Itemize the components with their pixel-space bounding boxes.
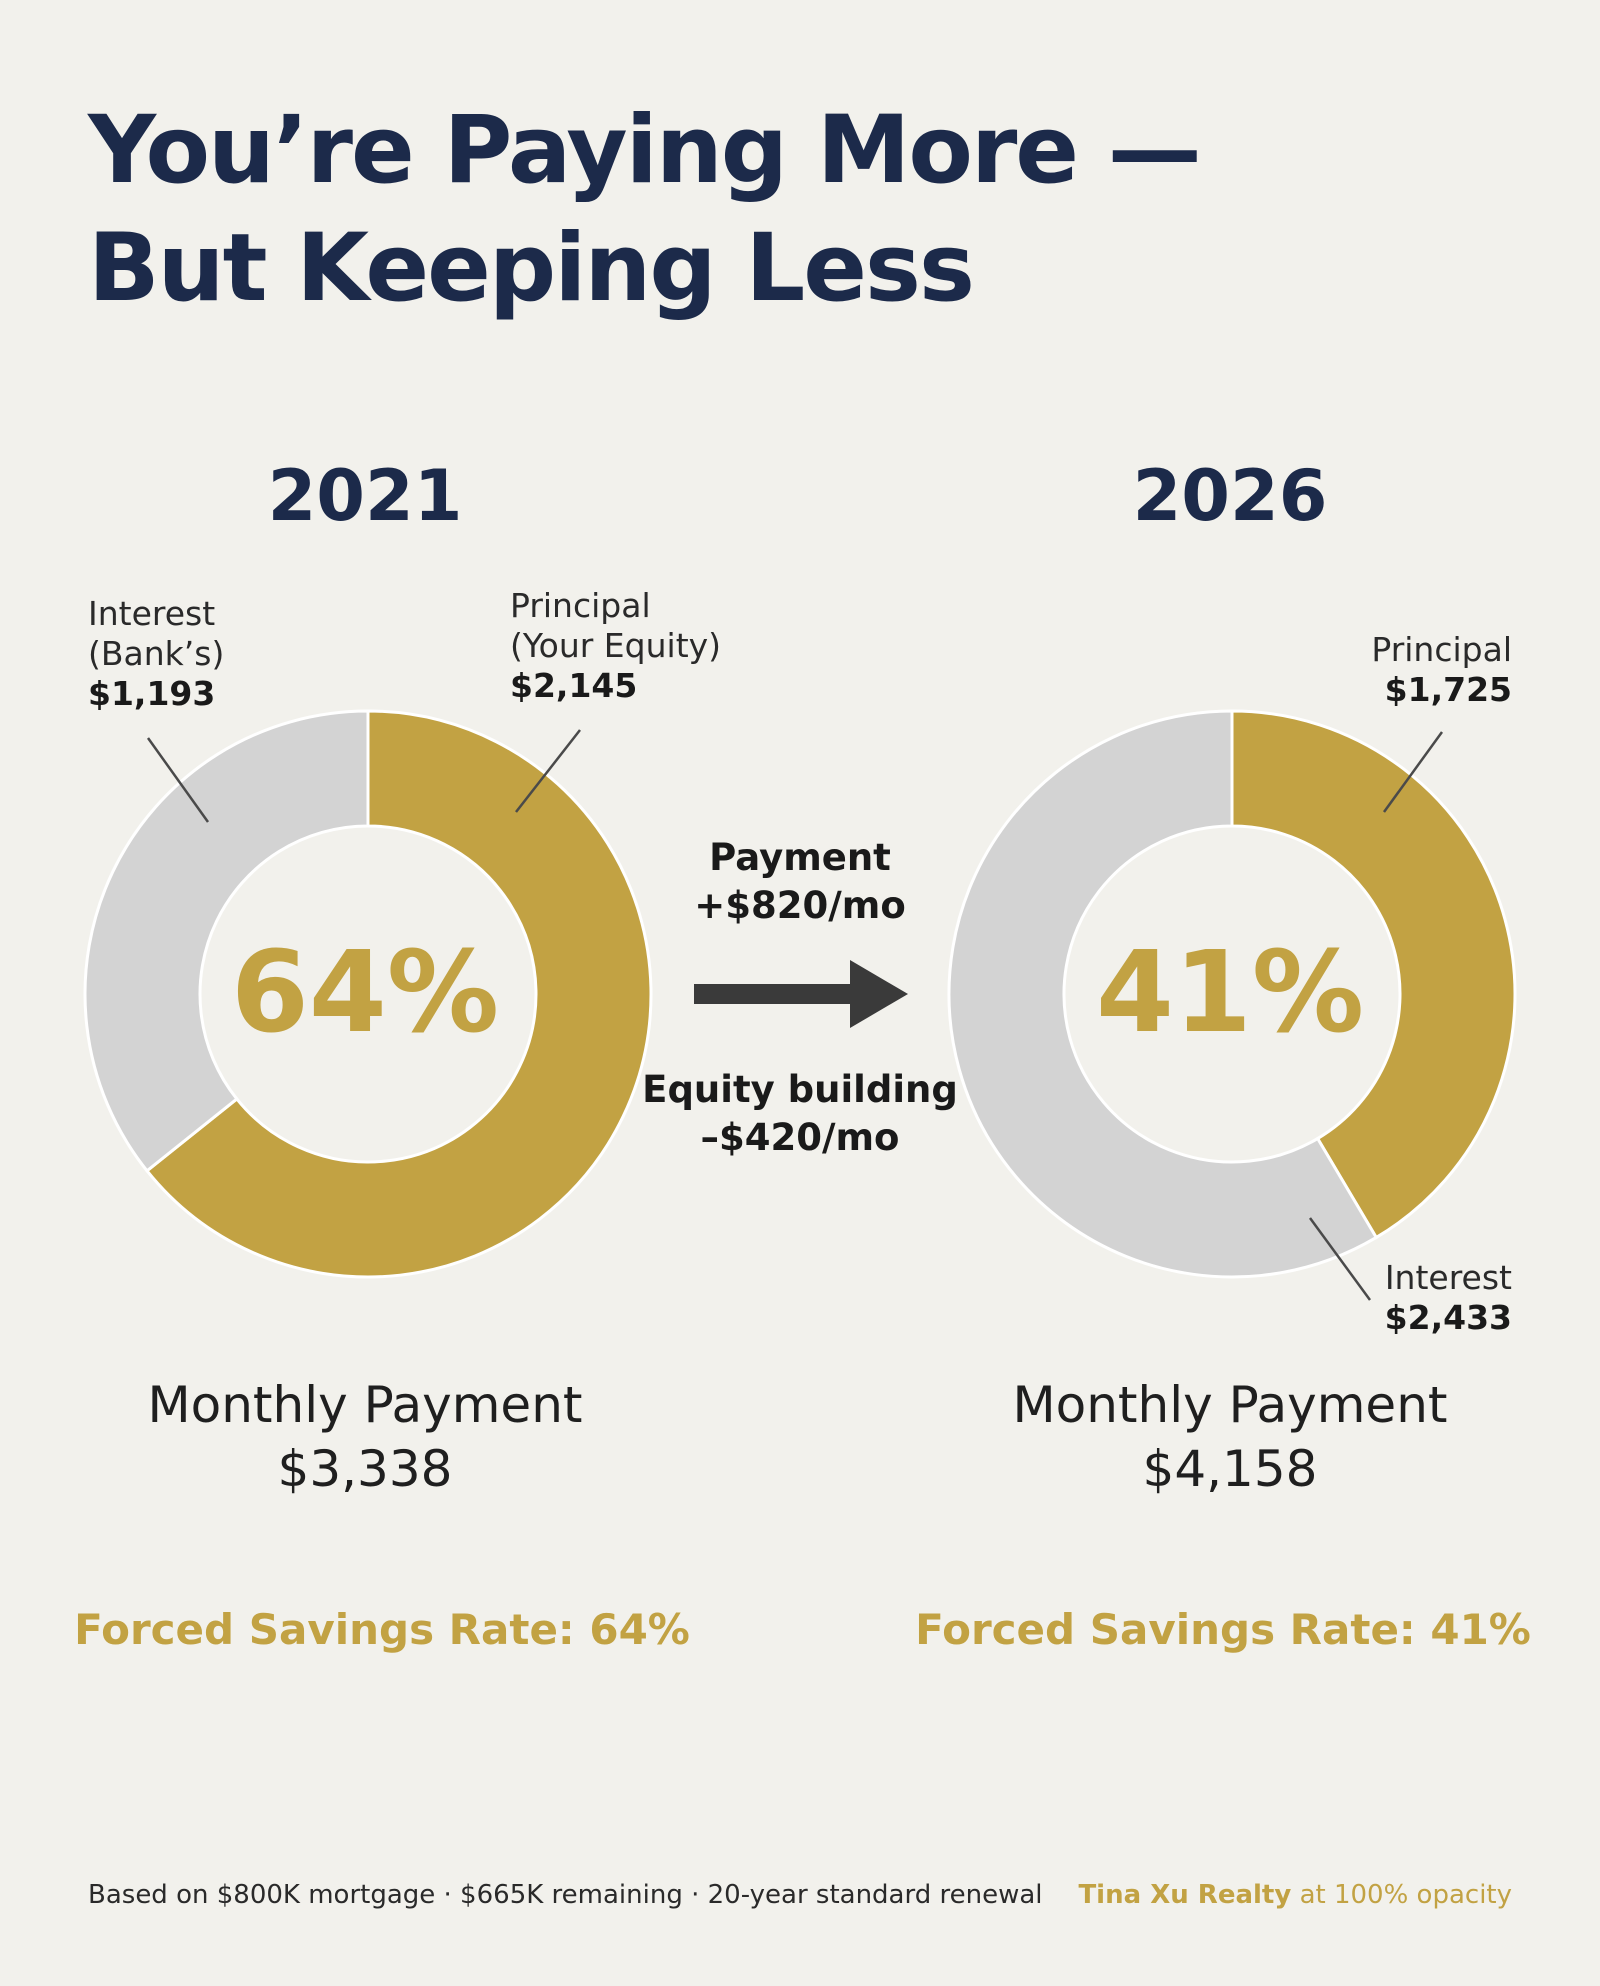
payment-change-label: Payment	[709, 836, 891, 879]
monthly-payment-2026: Monthly Payment $4,158	[930, 1373, 1530, 1501]
footnote: Based on $800K mortgage · $665K remainin…	[88, 1880, 1043, 1910]
label-2026-interest-value: $2,433	[1384, 1298, 1512, 1337]
brand-credit: Tina Xu Realty at 100% opacity	[1078, 1880, 1512, 1910]
label-2026-interest-line1: Interest	[1384, 1258, 1512, 1297]
label-2021-principal-line2: (Your Equity)	[510, 626, 722, 665]
donut-slice-2021-principal	[144, 709, 653, 1279]
savings-rate-2026: Forced Savings Rate: 41%	[915, 1605, 1531, 1654]
savings-rate-2021: Forced Savings Rate: 64%	[74, 1605, 690, 1654]
monthly-payment-2026-label: Monthly Payment	[1012, 1376, 1448, 1434]
donut-slice-2021-interest	[83, 709, 370, 1173]
label-2026-interest: Interest $2,433	[1385, 1258, 1512, 1338]
label-2021-interest-line2: (Bank’s)	[88, 634, 225, 673]
leader-line-2026-interest	[1308, 1217, 1372, 1301]
label-2021-interest-line1: Interest	[88, 594, 216, 633]
monthly-payment-2021-label: Monthly Payment	[147, 1376, 583, 1434]
label-2026-principal-line1: Principal	[1371, 630, 1512, 669]
donut-2021	[83, 709, 653, 1279]
donut-slice-2026-principal	[1230, 709, 1517, 1240]
payment-change-value: +$820/mo	[694, 884, 906, 927]
page-title: You’re Paying More — But Keeping Less	[88, 92, 1202, 328]
arrow-right-icon	[694, 960, 908, 1028]
label-2021-principal-value: $2,145	[510, 666, 638, 705]
donut-2026	[947, 709, 1517, 1279]
leader-line-2021-interest	[146, 737, 210, 823]
title-line-1: You’re Paying More —	[88, 96, 1202, 205]
leader-line-2021-principal	[515, 729, 581, 813]
label-2026-principal-value: $1,725	[1384, 670, 1512, 709]
label-2026-principal: Principal $1,725	[1371, 630, 1512, 710]
equity-change-label: Equity building	[642, 1068, 958, 1111]
chart-2026-year: 2026	[1132, 455, 1328, 537]
leader-line-2026-principal	[1382, 731, 1444, 813]
brand-name: Tina Xu Realty	[1078, 1880, 1292, 1910]
brand-suffix: at 100% opacity	[1299, 1880, 1512, 1910]
title-line-2: But Keeping Less	[88, 214, 975, 323]
label-2021-interest: Interest (Bank’s) $1,193	[88, 594, 224, 714]
label-2021-interest-value: $1,193	[88, 674, 216, 713]
payment-change: Payment +$820/mo	[590, 834, 1010, 930]
monthly-payment-2021-value: $3,338	[277, 1440, 453, 1498]
monthly-payment-2021: Monthly Payment $3,338	[65, 1373, 665, 1501]
label-2021-principal: Principal (Your Equity) $2,145	[510, 586, 721, 706]
center-percent-2026: 41%	[1095, 928, 1365, 1058]
chart-2021-year: 2021	[267, 455, 463, 537]
donut-slice-2026-interest	[947, 709, 1379, 1279]
monthly-payment-2026-value: $4,158	[1142, 1440, 1318, 1498]
label-2021-principal-line1: Principal	[510, 586, 651, 625]
equity-change: Equity building –$420/mo	[590, 1066, 1010, 1162]
center-percent-2021: 64%	[230, 928, 500, 1058]
equity-change-value: –$420/mo	[700, 1116, 900, 1159]
